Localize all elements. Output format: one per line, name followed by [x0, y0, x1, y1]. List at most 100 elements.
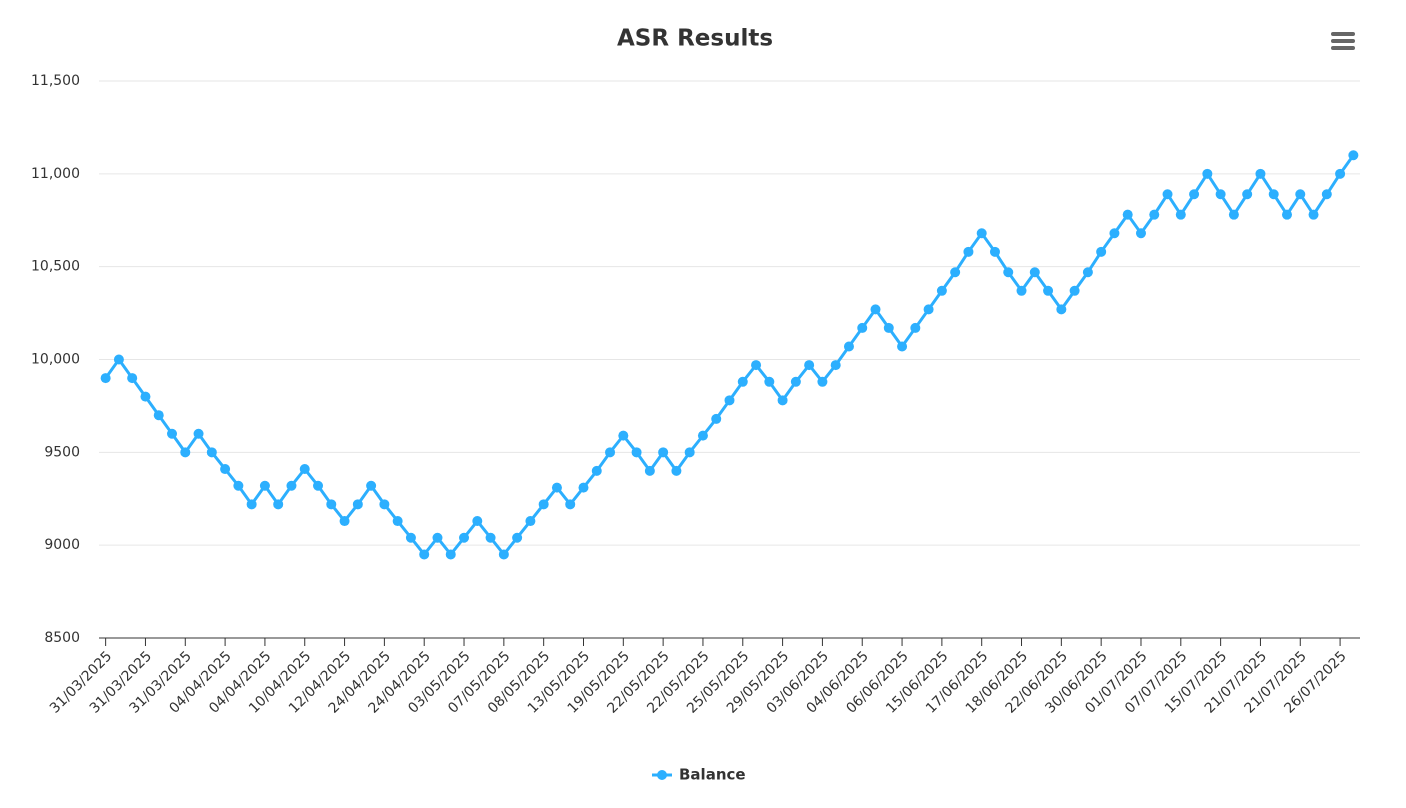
point [1082, 267, 1093, 278]
point [1056, 304, 1067, 315]
point [432, 532, 443, 543]
point [459, 532, 470, 543]
point [1029, 267, 1040, 278]
menu-bar [1331, 46, 1355, 50]
point [1162, 189, 1173, 200]
legend-symbol [657, 770, 667, 780]
point [578, 482, 589, 493]
point [127, 373, 138, 384]
point [1281, 209, 1292, 220]
point [1215, 189, 1226, 200]
point [525, 516, 536, 527]
point [472, 516, 483, 527]
series-line [104, 154, 1355, 556]
point [379, 499, 390, 510]
point [591, 465, 602, 476]
point [1255, 168, 1266, 179]
point [843, 341, 854, 352]
point [220, 464, 231, 475]
point [259, 480, 270, 491]
chart-title: ASR Results [617, 26, 773, 52]
point [286, 480, 297, 491]
point [605, 447, 616, 458]
point [538, 499, 549, 510]
point [618, 430, 629, 441]
point [804, 360, 815, 371]
point [883, 322, 894, 333]
point [1242, 189, 1253, 200]
point [299, 464, 310, 475]
point [1228, 209, 1239, 220]
point [246, 499, 257, 510]
point [1122, 209, 1133, 220]
point [565, 499, 576, 510]
point [313, 480, 324, 491]
point [233, 480, 244, 491]
y-tick-label: 9500 [44, 444, 80, 460]
point [697, 430, 708, 441]
point [180, 447, 191, 458]
y-tick-label: 9000 [44, 537, 80, 553]
legend[interactable]: Balance [652, 766, 746, 784]
point [498, 549, 509, 560]
point [193, 428, 204, 439]
point [392, 516, 403, 527]
point [1003, 267, 1014, 278]
point [711, 413, 722, 424]
point [1202, 168, 1213, 179]
point [1268, 189, 1279, 200]
y-tick-label: 8500 [44, 630, 80, 646]
point [644, 465, 655, 476]
y-tick-label: 11,500 [31, 73, 80, 89]
point [817, 376, 828, 387]
point [100, 373, 111, 384]
point [737, 376, 748, 387]
point [870, 304, 881, 315]
point [512, 532, 523, 543]
point [1348, 150, 1359, 161]
point [1149, 209, 1160, 220]
point [936, 285, 947, 296]
point [976, 228, 987, 239]
point [724, 395, 735, 406]
point [790, 376, 801, 387]
point [950, 267, 961, 278]
point [684, 447, 695, 458]
y-tick-label: 10,500 [31, 259, 80, 275]
point [1335, 168, 1346, 179]
point [830, 360, 841, 371]
point [339, 516, 350, 527]
legend-label: Balance [679, 766, 746, 784]
point [419, 549, 430, 560]
point [352, 499, 363, 510]
point [897, 341, 908, 352]
point [1175, 209, 1186, 220]
point [658, 447, 669, 458]
point [113, 354, 124, 365]
y-tick-label: 10,000 [31, 352, 80, 368]
point [1135, 228, 1146, 239]
point [1069, 285, 1080, 296]
point [1096, 246, 1107, 257]
point [167, 428, 178, 439]
point [1308, 209, 1319, 220]
point [1295, 189, 1306, 200]
point [923, 304, 934, 315]
point [963, 246, 974, 257]
point [1321, 189, 1332, 200]
y-tick-label: 11,000 [31, 166, 80, 182]
point [671, 465, 682, 476]
point [631, 447, 642, 458]
point [751, 360, 762, 371]
point [1016, 285, 1027, 296]
point [857, 322, 868, 333]
point [405, 532, 416, 543]
point [366, 480, 377, 491]
point [153, 410, 164, 421]
point [989, 246, 1000, 257]
point [326, 499, 337, 510]
menu-button[interactable] [1331, 32, 1355, 50]
menu-bar [1331, 39, 1355, 43]
